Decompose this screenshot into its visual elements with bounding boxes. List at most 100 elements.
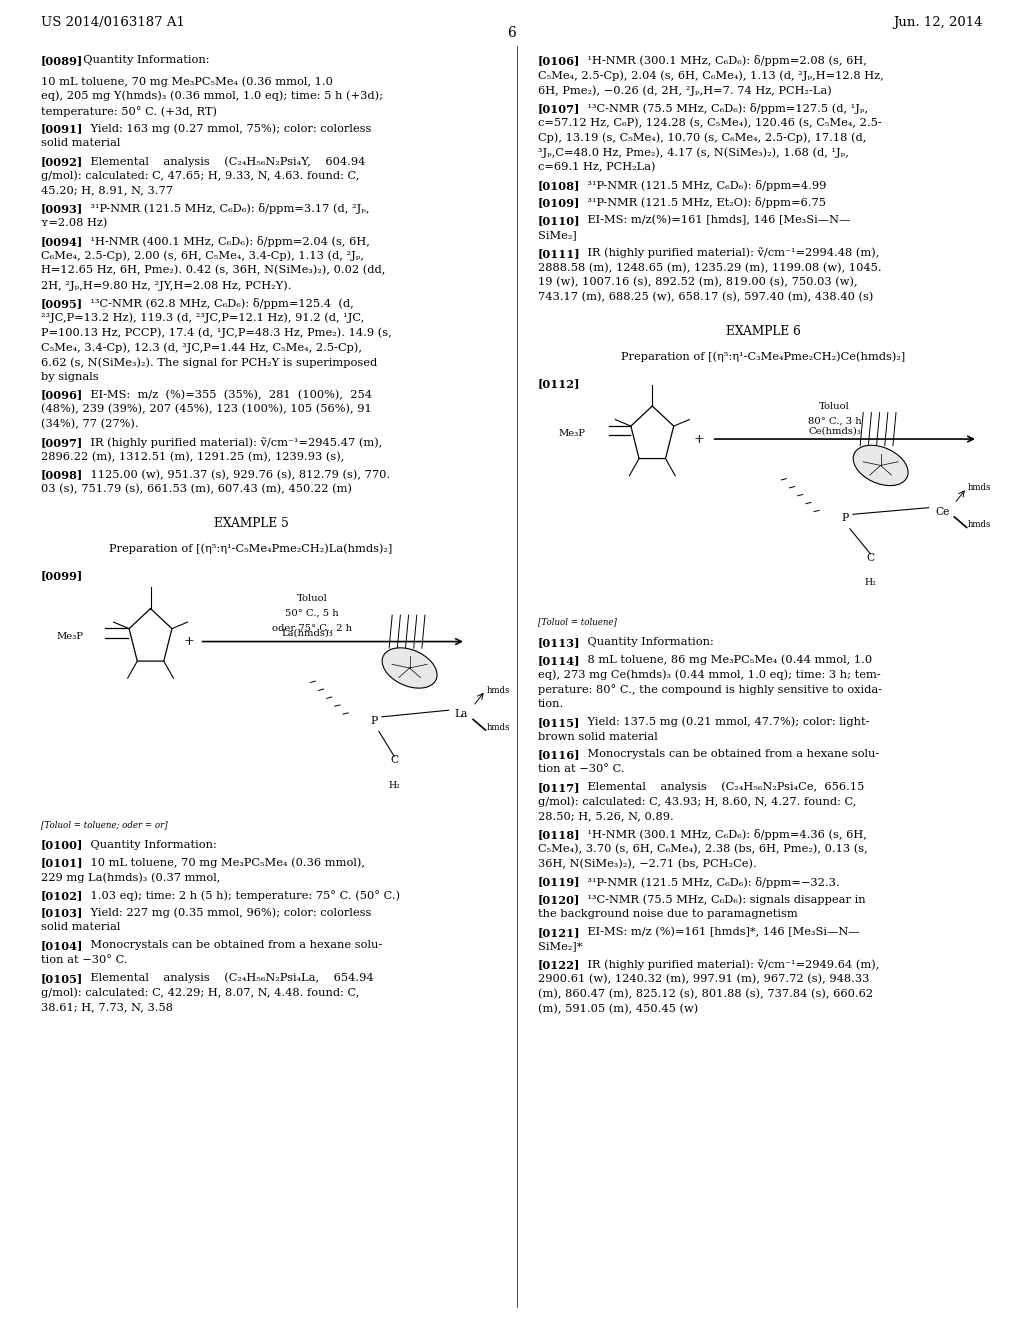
Text: +: + — [184, 635, 195, 648]
Text: ¹³C-NMR (62.8 MHz, C₆D₆): δ/ppm=125.4  (d,: ¹³C-NMR (62.8 MHz, C₆D₆): δ/ppm=125.4 (d… — [76, 298, 353, 309]
Text: P=100.13 Hz, PCCP), 17.4 (d, ¹JC,P=48.3 Hz, Pme₂). 14.9 (s,: P=100.13 Hz, PCCP), 17.4 (d, ¹JC,P=48.3 … — [41, 327, 392, 338]
Text: hmds: hmds — [968, 520, 991, 529]
Text: P: P — [841, 513, 849, 523]
Text: EI-MS: m/z (%)=161 [hmds]*, 146 [Me₃Si—N—: EI-MS: m/z (%)=161 [hmds]*, 146 [Me₃Si—N… — [572, 927, 859, 937]
Text: solid material: solid material — [41, 923, 121, 932]
Text: [0119]: [0119] — [538, 876, 581, 887]
Text: SiMe₂]*: SiMe₂]* — [538, 941, 582, 952]
Text: 6.62 (s, N(SiMe₃)₂). The signal for PCH₂Y is superimposed: 6.62 (s, N(SiMe₃)₂). The signal for PCH₂… — [41, 356, 377, 367]
Text: (m), 591.05 (m), 450.45 (w): (m), 591.05 (m), 450.45 (w) — [538, 1003, 697, 1014]
Ellipse shape — [853, 445, 908, 486]
Text: [0100]: [0100] — [41, 840, 83, 850]
Text: C₅Me₄), 3.70 (s, 6H, C₆Me₄), 2.38 (bs, 6H, Pme₂), 0.13 (s,: C₅Me₄), 3.70 (s, 6H, C₆Me₄), 2.38 (bs, 6… — [538, 843, 867, 854]
Text: 80° C., 3 h: 80° C., 3 h — [808, 417, 861, 426]
Text: Yield: 163 mg (0.27 mmol, 75%); color: colorless: Yield: 163 mg (0.27 mmol, 75%); color: c… — [76, 124, 372, 135]
Text: SiMe₂]: SiMe₂] — [538, 230, 577, 240]
Text: ¹³C-NMR (75.5 MHz, C₆D₆): δ/ppm=127.5 (d, ¹Jₚ,: ¹³C-NMR (75.5 MHz, C₆D₆): δ/ppm=127.5 (d… — [572, 103, 867, 114]
Text: [0105]: [0105] — [41, 973, 83, 983]
Text: Monocrystals can be obtained from a hexane solu-: Monocrystals can be obtained from a hexa… — [76, 940, 382, 950]
Text: Me₃P: Me₃P — [56, 632, 83, 640]
Text: hmds: hmds — [486, 723, 510, 731]
Text: [0112]: [0112] — [538, 378, 581, 388]
Text: by signals: by signals — [41, 372, 98, 381]
Text: [0118]: [0118] — [538, 829, 581, 841]
Text: [0095]: [0095] — [41, 298, 83, 309]
Text: La(hmds)₃: La(hmds)₃ — [282, 628, 333, 638]
Text: hmds: hmds — [968, 483, 991, 492]
Text: (34%), 77 (27%).: (34%), 77 (27%). — [41, 420, 138, 429]
Text: 2900.61 (w), 1240.32 (m), 997.91 (m), 967.72 (s), 948.33: 2900.61 (w), 1240.32 (m), 997.91 (m), 96… — [538, 974, 869, 985]
Text: 8 mL toluene, 86 mg Me₃PC₅Me₄ (0.44 mmol, 1.0: 8 mL toluene, 86 mg Me₃PC₅Me₄ (0.44 mmol… — [572, 655, 871, 665]
Text: eq), 205 mg Y(hmds)₃ (0.36 mmol, 1.0 eq); time: 5 h (+3d);: eq), 205 mg Y(hmds)₃ (0.36 mmol, 1.0 eq)… — [41, 91, 383, 102]
Text: Cp), 13.19 (s, C₅Me₄), 10.70 (s, C₆Me₄, 2.5-Cp), 17.18 (d,: Cp), 13.19 (s, C₅Me₄), 10.70 (s, C₆Me₄, … — [538, 132, 866, 143]
Text: 1.03 eq); time: 2 h (5 h); temperature: 75° C. (50° C.): 1.03 eq); time: 2 h (5 h); temperature: … — [76, 890, 400, 900]
Text: g/mol): calculated: C, 43.93; H, 8.60, N, 4.27. found: C,: g/mol): calculated: C, 43.93; H, 8.60, N… — [538, 797, 856, 808]
Text: [0104]: [0104] — [41, 940, 83, 952]
Text: [0091]: [0091] — [41, 124, 83, 135]
Text: C₅Me₄, 2.5-Cp), 2.04 (s, 6H, C₆Me₄), 1.13 (d, ²Jₚ,H=12.8 Hz,: C₅Me₄, 2.5-Cp), 2.04 (s, 6H, C₆Me₄), 1.1… — [538, 70, 884, 81]
Text: IR (highly purified material): ṽ/cm⁻¹=2994.48 (m),: IR (highly purified material): ṽ/cm⁻¹=2… — [572, 248, 879, 259]
Text: 50° C., 5 h: 50° C., 5 h — [286, 609, 339, 618]
Text: [0092]: [0092] — [41, 156, 83, 166]
Text: g/mol): calculated: C, 42.29; H, 8.07, N, 4.48. found: C,: g/mol): calculated: C, 42.29; H, 8.07, N… — [41, 987, 359, 998]
Text: [0108]: [0108] — [538, 180, 580, 190]
Text: +: + — [694, 433, 705, 446]
Text: [0114]: [0114] — [538, 655, 581, 665]
Text: ¹³C-NMR (75.5 MHz, C₆D₆): signals disappear in: ¹³C-NMR (75.5 MHz, C₆D₆): signals disapp… — [572, 894, 865, 904]
Text: Ce: Ce — [935, 507, 949, 516]
Text: Elemental    analysis    (C₂₄H₅₆N₂Psi₄Y,    604.94: Elemental analysis (C₂₄H₅₆N₂Psi₄Y, 604.9… — [76, 156, 366, 166]
Text: tion at −30° C.: tion at −30° C. — [538, 764, 625, 774]
Text: H=12.65 Hz, 6H, Pme₂). 0.42 (s, 36H, N(SiMe₃)₂), 0.02 (dd,: H=12.65 Hz, 6H, Pme₂). 0.42 (s, 36H, N(S… — [41, 265, 385, 276]
Text: ¹H-NMR (400.1 MHz, C₆D₆): δ/ppm=2.04 (s, 6H,: ¹H-NMR (400.1 MHz, C₆D₆): δ/ppm=2.04 (s,… — [76, 236, 370, 247]
Text: 6: 6 — [508, 26, 516, 41]
Text: [0096]: [0096] — [41, 389, 83, 400]
Text: IR (highly purified material): ṽ/cm⁻¹=2945.47 (m),: IR (highly purified material): ṽ/cm⁻¹=2… — [76, 437, 382, 447]
Text: [0099]: [0099] — [41, 570, 83, 581]
Text: [0101]: [0101] — [41, 857, 84, 869]
Text: [0089]: [0089] — [41, 55, 83, 66]
Text: Toluol: Toluol — [297, 594, 328, 603]
Text: [0097]: [0097] — [41, 437, 83, 447]
Text: Elemental    analysis    (C₂₄H₅₆N₂Psi₄La,    654.94: Elemental analysis (C₂₄H₅₆N₂Psi₄La, 654.… — [76, 973, 374, 983]
Text: oder 75° C., 2 h: oder 75° C., 2 h — [272, 624, 352, 632]
Text: [0120]: [0120] — [538, 894, 580, 906]
Text: ¹H-NMR (300.1 MHz, C₆D₆): δ/ppm=4.36 (s, 6H,: ¹H-NMR (300.1 MHz, C₆D₆): δ/ppm=4.36 (s,… — [572, 829, 866, 841]
Text: Quantity Information:: Quantity Information: — [76, 55, 210, 66]
Text: (m), 860.47 (m), 825.12 (s), 801.88 (s), 737.84 (s), 660.62: (m), 860.47 (m), 825.12 (s), 801.88 (s),… — [538, 989, 872, 999]
Text: hmds: hmds — [486, 686, 510, 694]
Text: 38.61; H, 7.73, N, 3.58: 38.61; H, 7.73, N, 3.58 — [41, 1002, 173, 1012]
Text: ³Jₚ,C=48.0 Hz, Pme₂), 4.17 (s, N(SiMe₃)₂), 1.68 (d, ¹Jₚ,: ³Jₚ,C=48.0 Hz, Pme₂), 4.17 (s, N(SiMe₃)₂… — [538, 147, 849, 157]
Text: c=69.1 Hz, PCH₂La): c=69.1 Hz, PCH₂La) — [538, 162, 655, 172]
Text: [0098]: [0098] — [41, 470, 83, 480]
Text: [0122]: [0122] — [538, 960, 580, 970]
Text: US 2014/0163187 A1: US 2014/0163187 A1 — [41, 16, 185, 29]
Text: brown solid material: brown solid material — [538, 731, 657, 742]
Text: La: La — [454, 709, 468, 719]
Text: [0117]: [0117] — [538, 781, 581, 793]
Text: tion.: tion. — [538, 700, 564, 709]
Text: Ce(hmds)₃: Ce(hmds)₃ — [808, 426, 861, 436]
Text: C₅Me₄, 3.4-Cp), 12.3 (d, ³JC,P=1.44 Hz, C₅Me₄, 2.5-Cp),: C₅Me₄, 3.4-Cp), 12.3 (d, ³JC,P=1.44 Hz, … — [41, 342, 361, 352]
Text: P: P — [370, 715, 378, 726]
Text: EI-MS: m/z(%)=161 [hmds], 146 [Me₃Si—N—: EI-MS: m/z(%)=161 [hmds], 146 [Me₃Si—N— — [572, 215, 850, 226]
Text: [Toluol = toluene; oder = or]: [Toluol = toluene; oder = or] — [41, 820, 168, 829]
Text: c=57.12 Hz, C₆P), 124.28 (s, C₅Me₄), 120.46 (s, C₅Me₄, 2.5-: c=57.12 Hz, C₆P), 124.28 (s, C₅Me₄), 120… — [538, 117, 882, 128]
Text: ³¹P-NMR (121.5 MHz, Et₂O): δ/ppm=6.75: ³¹P-NMR (121.5 MHz, Et₂O): δ/ppm=6.75 — [572, 198, 825, 209]
Text: H₂: H₂ — [864, 578, 877, 587]
Text: C₆Me₄, 2.5-Cp), 2.00 (s, 6H, C₅Me₄, 3.4-Cp), 1.13 (d, ²Jₚ,: C₆Me₄, 2.5-Cp), 2.00 (s, 6H, C₅Me₄, 3.4-… — [41, 251, 364, 261]
Text: tion at −30° C.: tion at −30° C. — [41, 954, 128, 965]
Text: [0102]: [0102] — [41, 890, 83, 900]
Text: eq), 273 mg Ce(hmds)₃ (0.44 mmol, 1.0 eq); time: 3 h; tem-: eq), 273 mg Ce(hmds)₃ (0.44 mmol, 1.0 eq… — [538, 669, 881, 680]
Text: 19 (w), 1007.16 (s), 892.52 (m), 819.00 (s), 750.03 (w),: 19 (w), 1007.16 (s), 892.52 (m), 819.00 … — [538, 277, 857, 288]
Text: EI-MS:  m/z  (%)=355  (35%),  281  (100%),  254: EI-MS: m/z (%)=355 (35%), 281 (100%), 25… — [76, 389, 372, 400]
Text: EXAMPLE 6: EXAMPLE 6 — [726, 325, 800, 338]
Text: [0113]: [0113] — [538, 638, 581, 648]
Text: g/mol): calculated: C, 47.65; H, 9.33, N, 4.63. found: C,: g/mol): calculated: C, 47.65; H, 9.33, N… — [41, 170, 359, 181]
Text: ¹H-NMR (300.1 MHz, C₆D₆): δ/ppm=2.08 (s, 6H,: ¹H-NMR (300.1 MHz, C₆D₆): δ/ppm=2.08 (s,… — [572, 55, 866, 66]
Text: 10 mL toluene, 70 mg Me₃PC₅Me₄ (0.36 mmol),: 10 mL toluene, 70 mg Me₃PC₅Me₄ (0.36 mmo… — [76, 857, 365, 867]
Text: ²³JC,P=13.2 Hz), 119.3 (d, ²³JC,P=12.1 Hz), 91.2 (d, ¹JC,: ²³JC,P=13.2 Hz), 119.3 (d, ²³JC,P=12.1 H… — [41, 313, 365, 323]
Text: Yield: 227 mg (0.35 mmol, 96%); color: colorless: Yield: 227 mg (0.35 mmol, 96%); color: c… — [76, 908, 372, 919]
Text: ³¹P-NMR (121.5 MHz, C₆D₆): δ/ppm=3.17 (d, ²Jₚ,: ³¹P-NMR (121.5 MHz, C₆D₆): δ/ppm=3.17 (d… — [76, 203, 370, 214]
Ellipse shape — [382, 648, 437, 688]
Text: Preparation of [(η⁵:η¹-C₃Me₄Pme₂CH₂)Ce(hmds)₂]: Preparation of [(η⁵:η¹-C₃Me₄Pme₂CH₂)Ce(h… — [621, 351, 905, 362]
